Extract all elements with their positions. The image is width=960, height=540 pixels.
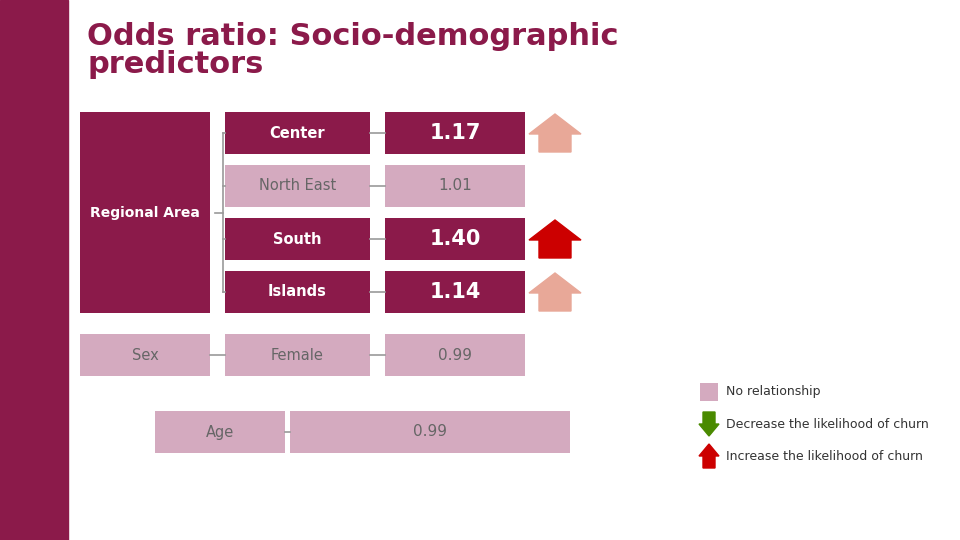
Text: Female: Female — [271, 348, 324, 362]
Text: North East: North East — [259, 179, 336, 193]
Text: 0.99: 0.99 — [413, 424, 447, 440]
Text: Islands: Islands — [268, 285, 327, 300]
Bar — [385, 271, 525, 313]
Text: 1.40: 1.40 — [429, 229, 481, 249]
Text: 1.01: 1.01 — [438, 179, 472, 193]
Bar — [80, 334, 210, 376]
Text: 1.17: 1.17 — [429, 123, 481, 143]
Text: 1.14: 1.14 — [429, 282, 481, 302]
Text: Regional Area: Regional Area — [90, 206, 200, 219]
Text: predictors: predictors — [87, 50, 263, 79]
Text: Odds ratio: Socio-demographic: Odds ratio: Socio-demographic — [87, 22, 618, 51]
Bar — [385, 334, 525, 376]
Text: South: South — [274, 232, 322, 246]
Bar — [80, 112, 210, 313]
Bar — [225, 218, 370, 260]
Bar — [290, 411, 570, 453]
Text: Sex: Sex — [132, 348, 158, 362]
Bar — [385, 165, 525, 207]
Bar — [225, 271, 370, 313]
Text: 0.99: 0.99 — [438, 348, 472, 362]
Bar — [225, 112, 370, 154]
Text: Center: Center — [270, 125, 325, 140]
Bar — [225, 165, 370, 207]
Polygon shape — [529, 220, 581, 258]
Text: No relationship: No relationship — [726, 386, 821, 399]
Text: Age: Age — [205, 424, 234, 440]
Bar — [700, 383, 718, 401]
Bar — [0, 0, 68, 540]
Bar — [155, 411, 285, 453]
Bar — [225, 334, 370, 376]
Polygon shape — [699, 412, 719, 436]
Bar — [385, 112, 525, 154]
Text: Increase the likelihood of churn: Increase the likelihood of churn — [726, 449, 923, 462]
Polygon shape — [699, 444, 719, 468]
Polygon shape — [529, 114, 581, 152]
Bar — [385, 218, 525, 260]
Polygon shape — [529, 273, 581, 311]
Text: Decrease the likelihood of churn: Decrease the likelihood of churn — [726, 417, 928, 430]
